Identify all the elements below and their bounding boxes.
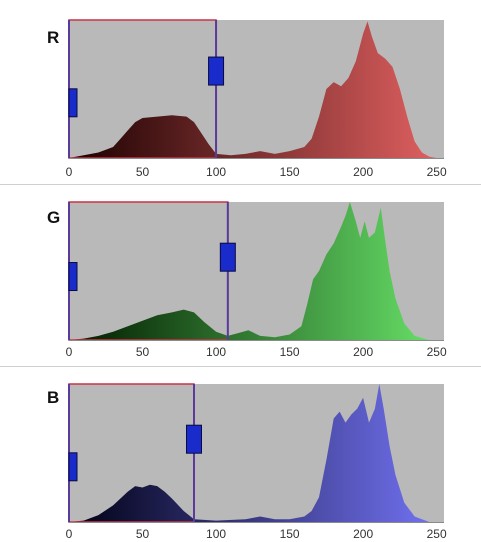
x-tick-label: 250	[427, 345, 447, 359]
high-threshold-handle[interactable]	[219, 242, 236, 272]
low-threshold-handle[interactable]	[68, 262, 78, 292]
x-tick-label: 0	[66, 165, 73, 179]
panel-red: R 0 50 100 150 200 250	[0, 6, 481, 184]
channel-label-green: G	[47, 208, 61, 227]
histogram-area	[69, 21, 437, 159]
histogram-area	[69, 384, 430, 522]
histogram-green: 0 50 100 150 200 250	[66, 201, 447, 359]
x-tick-label: 100	[206, 527, 226, 541]
low-threshold-handle[interactable]	[68, 88, 78, 118]
x-tick-label: 0	[66, 527, 73, 541]
x-tick-label: 250	[427, 165, 447, 179]
x-tick-label: 200	[353, 345, 373, 359]
x-tick-label: 100	[206, 165, 226, 179]
x-tick-label: 50	[136, 527, 150, 541]
x-tick-label: 0	[66, 345, 73, 359]
divider	[0, 184, 481, 185]
histogram-red: 0 50 100 150 200 250	[66, 19, 447, 179]
histogram-area	[69, 202, 430, 340]
x-tick-label: 200	[353, 527, 373, 541]
x-tick-label: 200	[353, 165, 373, 179]
x-tick-label: 150	[280, 165, 300, 179]
x-tick-label: 150	[280, 527, 300, 541]
panel-blue: B 0 50 100 150 200 250	[0, 370, 481, 542]
high-threshold-handle[interactable]	[186, 424, 202, 454]
channel-label-blue: B	[47, 388, 60, 407]
channel-label-red: R	[47, 28, 60, 47]
x-tick-label: 100	[206, 345, 226, 359]
high-threshold-handle[interactable]	[208, 56, 225, 86]
x-tick-label: 50	[136, 165, 150, 179]
panel-green: G 0 50 100 150 200 250	[0, 188, 481, 366]
x-tick-label: 150	[280, 345, 300, 359]
histogram-blue: 0 50 100 150 200 250	[66, 383, 447, 541]
x-tick-label: 250	[427, 527, 447, 541]
low-threshold-handle[interactable]	[68, 452, 78, 482]
divider	[0, 366, 481, 367]
x-tick-label: 50	[136, 345, 150, 359]
